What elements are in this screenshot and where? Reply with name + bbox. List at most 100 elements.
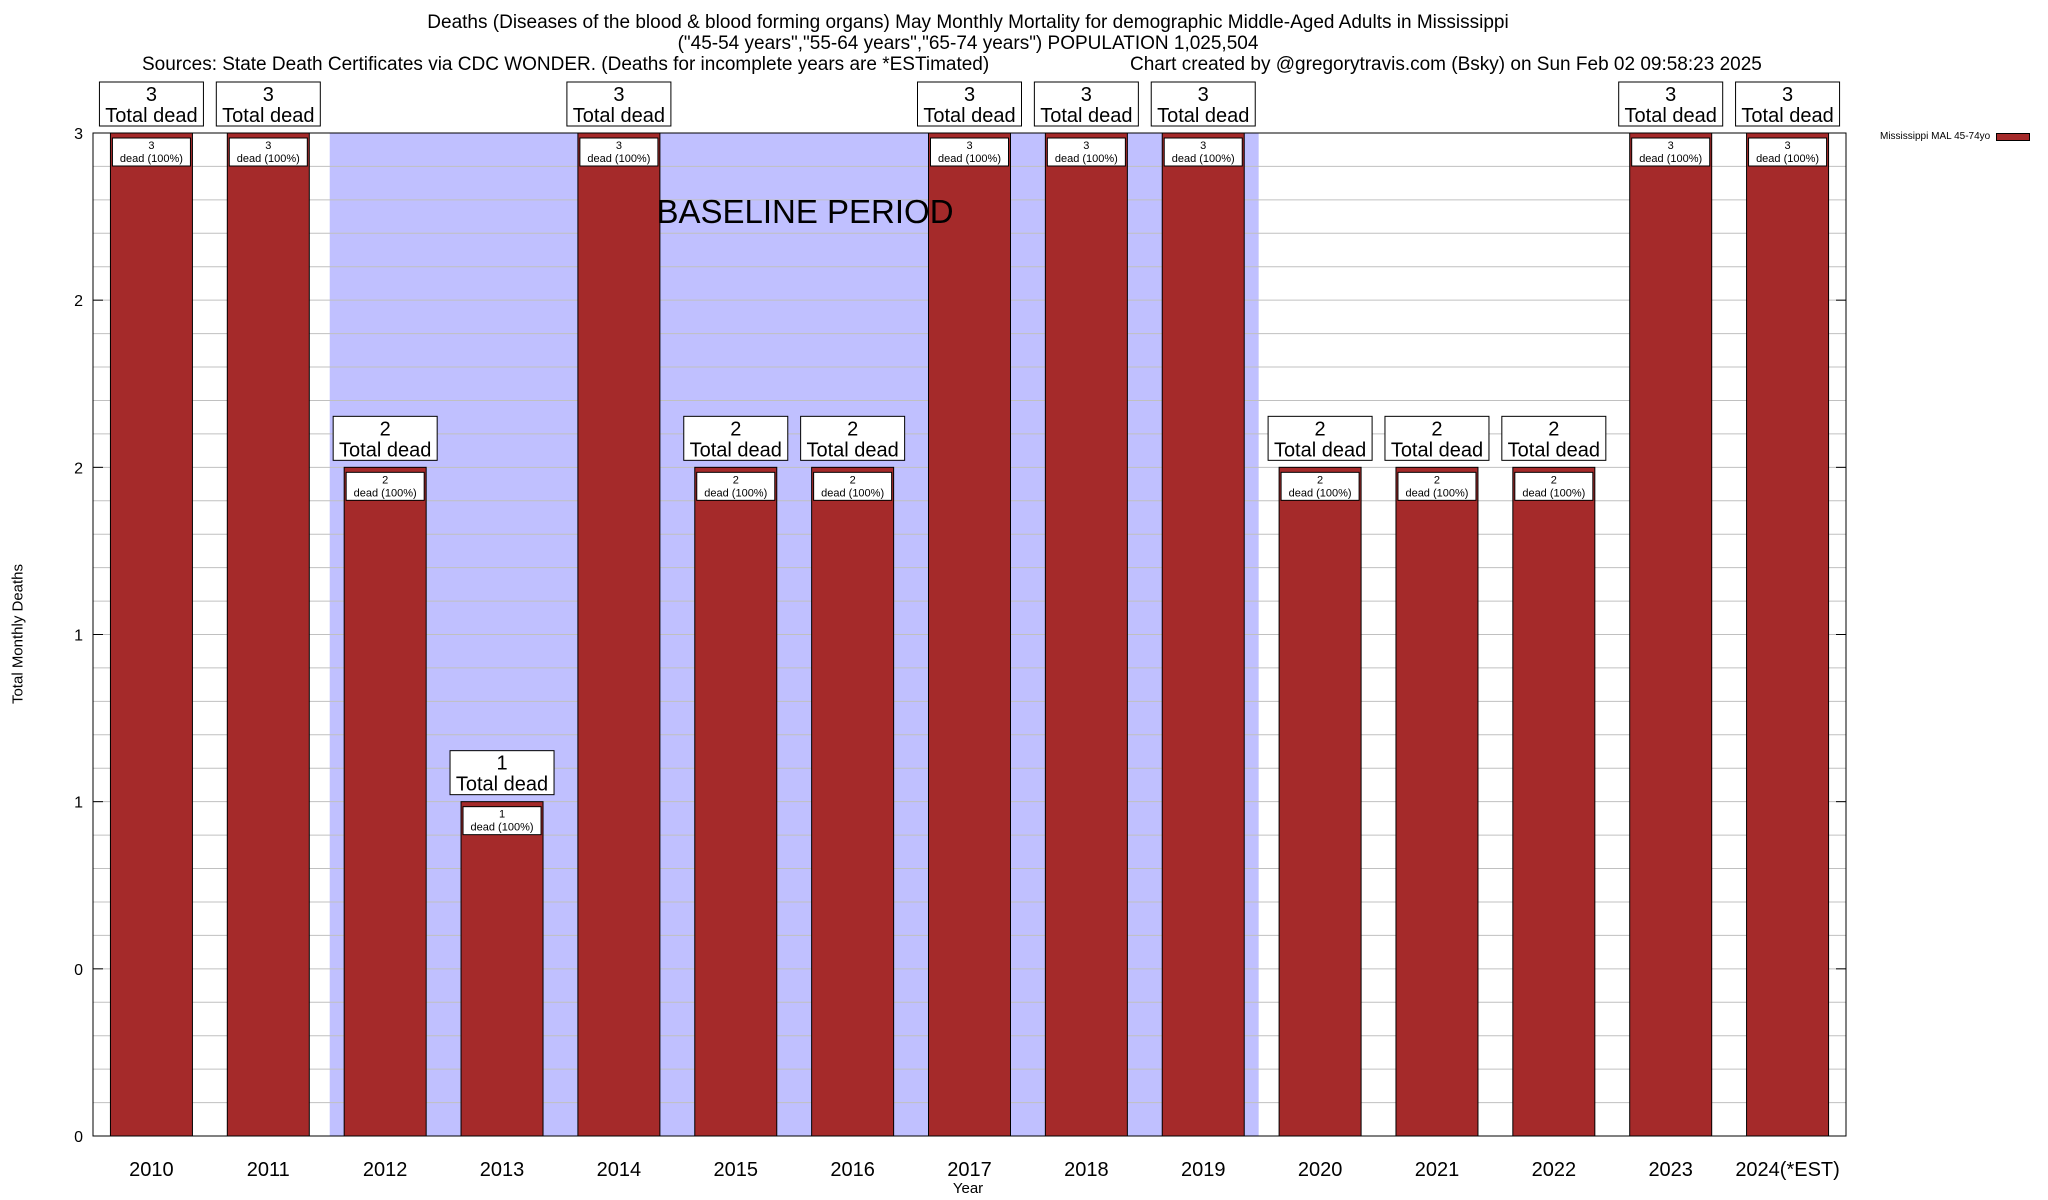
bar-label-box [1280,471,1360,501]
total-label-value: 3 [146,84,157,106]
total-label-value: 2 [730,418,741,440]
bar [460,801,544,1137]
y-tick-label: 1 [74,795,83,812]
total-label-value: 2 [380,418,391,440]
total-label-text: Total dead [456,774,548,796]
bar-label-text: dead (100%) [938,153,1001,165]
y-tick-label: 3 [74,126,83,143]
bar-label-text: dead (100%) [354,487,417,499]
total-label-box [449,750,555,796]
y-tick-label: 2 [74,460,83,477]
bar [1161,132,1245,1137]
bar-label-value: 2 [1317,474,1323,486]
y-tick-label: 0 [74,1129,83,1146]
x-tick-label: 2012 [363,1159,408,1181]
y-tick-label: 2 [74,293,83,310]
total-label-box [1735,81,1841,127]
chart-sources: Sources: State Death Certificates via CD… [142,54,990,75]
bar-label-text: dead (100%) [1522,487,1585,499]
bar-label-box [930,137,1009,167]
total-label-box [1618,81,1724,127]
total-label-box [332,415,438,461]
x-tick-label: 2014 [597,1159,642,1181]
total-label-box [98,81,204,127]
total-label-value: 2 [1548,418,1559,440]
bar-label-text: dead (100%) [471,822,534,834]
total-label-value: 3 [1665,84,1676,106]
chart-credit: Chart created by @gregorytravis.com (Bsk… [1130,54,1762,75]
x-tick-label: 2020 [1298,1159,1343,1181]
bar-label-text: dead (100%) [1289,487,1352,499]
bar-label-value: 3 [966,140,972,152]
x-tick-label: 2011 [247,1159,290,1181]
total-label-value: 2 [1315,418,1326,440]
x-axis-label: Year [952,1180,984,1197]
bar-label-value: 3 [616,140,622,152]
total-label-text: Total dead [806,439,898,461]
total-label-text: Total dead [690,439,782,461]
x-tick-label: 2018 [1064,1159,1109,1181]
x-tick-label: 2013 [480,1159,525,1181]
x-tick-label: 2016 [830,1159,875,1181]
total-label-value: 2 [1431,418,1442,440]
total-label-box [800,415,906,461]
bar-label-text: dead (100%) [237,153,300,165]
total-label-box [683,415,789,461]
total-label-value: 2 [847,418,858,440]
bar [343,466,427,1137]
x-tick-label: 2019 [1181,1159,1226,1181]
x-tick-label: 2015 [714,1159,759,1181]
legend-entry-label: Mississippi MAL 45-74yo [1880,131,1991,142]
y-tick-label: 0 [74,962,83,979]
total-label-text: Total dead [573,105,665,127]
x-tick-label: 2010 [129,1159,174,1181]
bar-label-box [1631,137,1711,167]
total-label-box [1267,415,1373,461]
total-label-box [1384,415,1490,461]
bar-label-box [813,471,893,501]
chart-title-line-2: ("45-54 years","55-64 years","65-74 year… [677,33,1259,54]
bar-label-text: dead (100%) [704,487,767,499]
total-label-text: Total dead [1508,439,1600,461]
bar [577,132,661,1137]
total-label-text: Total dead [1391,439,1483,461]
bar-label-box [579,137,659,167]
bar-label-text: dead (100%) [1172,153,1235,165]
bar-label-box [1514,471,1594,501]
total-label-value: 3 [1782,84,1793,106]
bar [1512,466,1596,1137]
bar-label-value: 3 [148,140,154,152]
total-label-text: Total dead [222,105,314,127]
total-label-value: 3 [1081,84,1092,106]
x-tick-label: 2022 [1532,1159,1577,1181]
y-tick-label: 1 [74,628,83,645]
bar-label-value: 3 [265,140,271,152]
legend: Mississippi MAL 45-74yo [1880,131,2031,142]
bar-label-text: dead (100%) [821,487,884,499]
total-label-value: 3 [964,84,975,106]
bar-label-value: 2 [733,474,739,486]
bar-label-value: 3 [1785,140,1791,152]
bar-label-text: dead (100%) [587,153,650,165]
bar-label-box [696,471,776,501]
x-tick-label: 2021 [1415,1159,1460,1181]
bar-label-box [462,806,542,836]
total-label-value: 3 [613,84,624,106]
total-label-text: Total dead [923,105,1015,127]
bar [1629,132,1713,1137]
bar-label-text: dead (100%) [1756,153,1819,165]
total-label-text: Total dead [1625,105,1717,127]
bar-label-value: 2 [1434,474,1440,486]
total-label-text: Total dead [1157,105,1249,127]
total-label-box [1501,415,1607,461]
bar [226,132,310,1137]
total-label-value: 3 [263,84,274,106]
total-label-value: 1 [496,753,507,775]
bar-label-value: 1 [499,809,505,821]
bar-label-box [228,137,308,167]
bar-label-box [1046,137,1126,167]
chart-header: Deaths (Diseases of the blood & blood fo… [0,12,1936,54]
total-label-box [1150,81,1256,127]
bar [1746,132,1830,1137]
bar [1044,132,1128,1137]
